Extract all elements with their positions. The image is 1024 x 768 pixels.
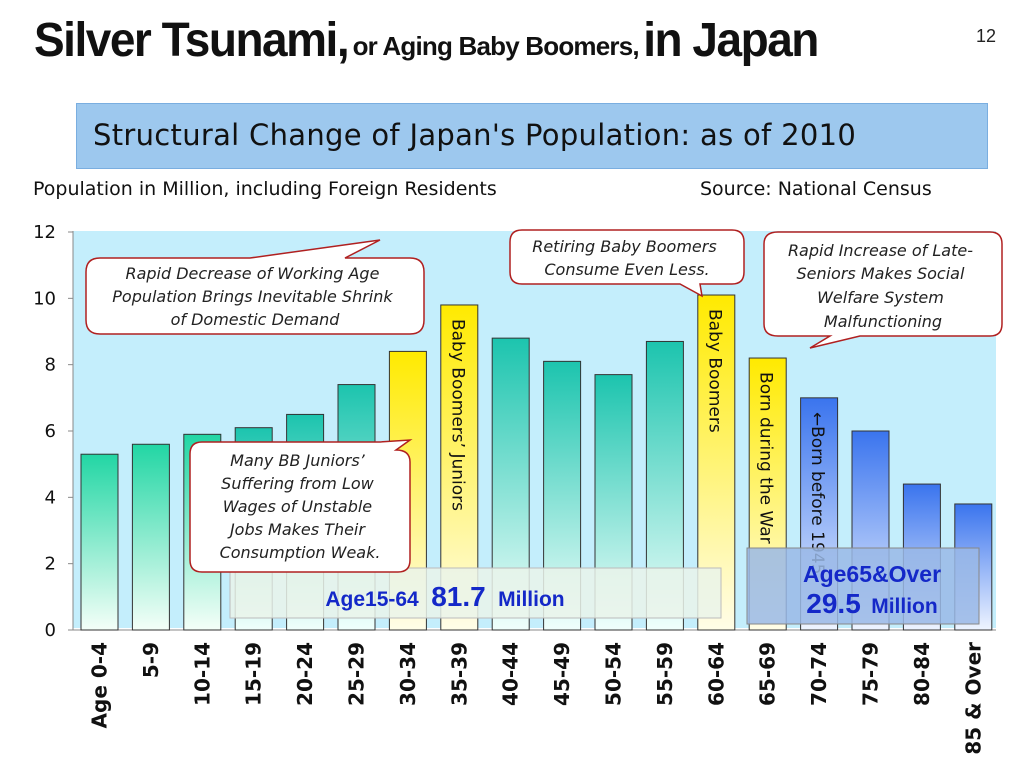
bar-annotation-3: ←Born before 1945 bbox=[807, 412, 827, 575]
title-part-2: or Aging Baby Boomers, bbox=[352, 31, 640, 61]
x-tick-label: 15-19 bbox=[242, 642, 266, 706]
callout-bb-juniors: Many BB Juniors’ Suffering from Low Wage… bbox=[189, 439, 413, 573]
source-note: Source: National Census bbox=[700, 178, 932, 200]
y-tick-label: 10 bbox=[33, 288, 56, 309]
working-age-summary: Age15-64 81.7 Million bbox=[229, 567, 722, 619]
svg-text:Age15-64 81.7 Mill: Age15-64 81.7 Million bbox=[325, 581, 564, 612]
x-tick-label: 45-49 bbox=[550, 642, 574, 706]
y-tick-label: 0 bbox=[45, 620, 56, 641]
callout-4-line-3: Wages of Unstable bbox=[223, 497, 373, 516]
y-tick-label: 4 bbox=[45, 487, 56, 508]
callout-3-line-3: Welfare System bbox=[817, 288, 944, 307]
svg-text:29.5 Million: 29.5 Million bbox=[806, 588, 937, 619]
bar-annotation-2: Born during the War bbox=[756, 372, 776, 544]
y-tick-label: 8 bbox=[45, 355, 56, 376]
callout-1-line-2: Population Brings Inevitable Shrink bbox=[112, 287, 393, 306]
y-ticks: 0 2 4 6 8 10 12 bbox=[33, 222, 73, 641]
x-tick-label: 5-9 bbox=[139, 642, 163, 678]
callout-late-seniors: Rapid Increase of Late- Seniors Makes So… bbox=[763, 231, 1003, 349]
x-tick-label: 65-69 bbox=[756, 642, 780, 706]
x-tick-label: 55-59 bbox=[653, 642, 677, 706]
svg-text:Rapid Increase of Late-: Rapid Increase of Late- Seniors Makes So… bbox=[788, 241, 978, 331]
working-age-value: 81.7 bbox=[431, 581, 486, 612]
bar-labels: Baby Boomers’ Juniors Baby Boomers Born du… bbox=[447, 309, 827, 574]
x-labels: Age 0-4 5-9 10-14 15-19 20-24 25-29 30-34 35-39… bbox=[88, 642, 986, 755]
x-tick-label: 60-64 bbox=[704, 642, 728, 706]
senior-value: 29.5 bbox=[806, 588, 861, 619]
x-tick-label: 10-14 bbox=[190, 642, 214, 706]
svg-text:Rapid Decrease of Working Age: Rapid Decrease of Working Age Population… bbox=[112, 264, 397, 329]
bar-0 bbox=[80, 453, 119, 631]
bar-annotation-1: Baby Boomers bbox=[704, 309, 724, 433]
title-part-3: in Japan bbox=[643, 11, 819, 67]
callout-3-line-4: Malfunctioning bbox=[824, 312, 942, 331]
callout-working-age: Rapid Decrease of Working Age Population… bbox=[85, 239, 425, 335]
y-tick-label: 12 bbox=[33, 222, 56, 243]
chart-title: Structural Change of Japan's Population:… bbox=[93, 118, 857, 152]
bar-1 bbox=[131, 443, 170, 631]
callout-4-line-2: Suffering from Low bbox=[221, 474, 374, 493]
callout-3-line-2: Seniors Makes Social bbox=[796, 264, 965, 283]
callout-1-line-3: of Domestic Demand bbox=[171, 310, 341, 329]
x-tick-label: 70-74 bbox=[807, 642, 831, 706]
x-tick-label: 80-84 bbox=[910, 642, 934, 706]
bar-annotation-0: Baby Boomers’ Juniors bbox=[447, 319, 467, 511]
callout-2-line-1: Retiring Baby Boomers bbox=[532, 237, 716, 256]
working-age-unit: Million bbox=[498, 588, 565, 611]
x-tick-label: 20-24 bbox=[293, 642, 317, 706]
chart-title-banner: Structural Change of Japan's Population:… bbox=[76, 103, 988, 169]
x-tick-label: 85 & Over bbox=[961, 642, 985, 755]
y-tick-label: 6 bbox=[45, 421, 56, 442]
x-tick-label: Age 0-4 bbox=[88, 642, 112, 728]
callout-retiring: Retiring Baby Boomers Consume Even Less. bbox=[509, 229, 745, 298]
senior-summary: Age65&Over 29.5 Million bbox=[746, 547, 980, 625]
svg-text:Many BB Juniors’ Sufferi: Many BB Juniors’ Suffering from Low Wage… bbox=[220, 451, 381, 562]
slide-title: Silver Tsunami, or Aging Baby Boomers, i… bbox=[34, 12, 984, 82]
svg-text:Retiring Baby Boomers Co: Retiring Baby Boomers Consume Even Less. bbox=[532, 237, 722, 279]
x-tick-label: 50-54 bbox=[602, 642, 626, 706]
working-age-label: Age15-64 bbox=[325, 588, 419, 611]
x-tick-label: 25-29 bbox=[345, 642, 369, 706]
x-tick-label: 35-39 bbox=[447, 642, 471, 706]
callout-4-line-4: Jobs Makes Their bbox=[227, 520, 366, 539]
title-part-1: Silver Tsunami, bbox=[34, 11, 350, 67]
callout-4-line-1: Many BB Juniors’ bbox=[230, 451, 365, 470]
callout-1-line-1: Rapid Decrease of Working Age bbox=[125, 264, 379, 283]
x-tick-label: 40-44 bbox=[499, 642, 523, 706]
y-axis-label: Population in Million, including Foreign… bbox=[33, 178, 497, 200]
callout-3-line-1: Rapid Increase of Late- bbox=[788, 241, 973, 260]
senior-unit: Million bbox=[871, 595, 938, 618]
x-tick-label: 30-34 bbox=[396, 642, 420, 706]
y-tick-label: 2 bbox=[45, 554, 56, 575]
callout-4-line-5: Consumption Weak. bbox=[220, 543, 381, 562]
x-tick-label: 75-79 bbox=[859, 642, 883, 706]
senior-label: Age65&Over bbox=[803, 561, 941, 587]
page-number: 12 bbox=[976, 26, 997, 46]
callout-2-line-2: Consume Even Less. bbox=[544, 260, 709, 279]
